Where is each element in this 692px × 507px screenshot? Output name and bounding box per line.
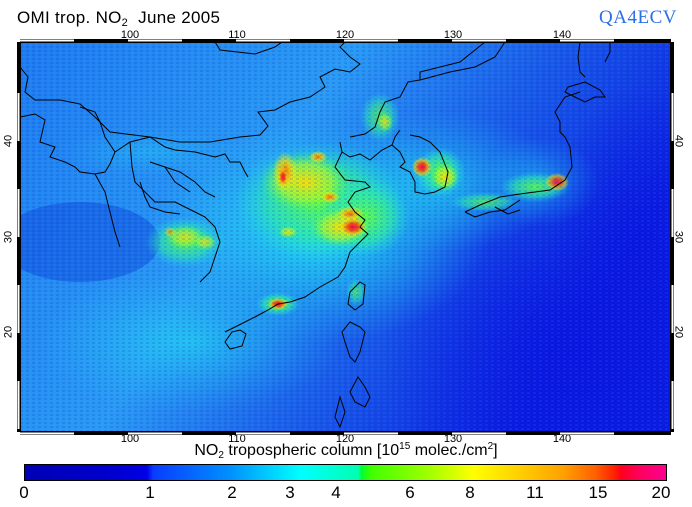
lon-tick-top: 130 <box>443 29 463 41</box>
colorbar-tick: 0 <box>19 483 29 502</box>
colorbar <box>24 464 667 481</box>
colorbar-label: NO2 tropospheric column [1015 molec./cm2… <box>194 441 498 461</box>
lat-tick-left: 20 <box>2 325 15 339</box>
colorbar-tick: 6 <box>405 483 415 502</box>
lat-tick-right: 20 <box>672 325 685 339</box>
colorbar-tick: 1 <box>145 483 155 502</box>
lat-tick-right: 30 <box>672 230 685 244</box>
lon-tick-top: 100 <box>120 29 140 41</box>
colorbar-tick: 4 <box>331 483 341 502</box>
lon-tick-bottom: 110 <box>228 433 246 445</box>
colorbar-tick: 3 <box>285 483 295 502</box>
brand-logo: QA4ECV <box>599 7 677 28</box>
lon-tick-bottom: 100 <box>120 433 140 445</box>
lon-tick-top: 120 <box>335 29 355 41</box>
lat-tick-right: 40 <box>672 134 685 148</box>
colorbar-tick: 20 <box>651 483 671 502</box>
map-frame <box>17 39 674 435</box>
lat-tick-left: 30 <box>2 230 15 244</box>
lon-tick-bottom: 140 <box>552 433 572 445</box>
lon-tick-top: 110 <box>228 29 246 41</box>
colorbar-tick: 2 <box>227 483 237 502</box>
colorbar-tick: 15 <box>588 483 608 502</box>
lon-tick-bottom: 130 <box>443 433 463 445</box>
no2-map[interactable] <box>20 42 671 432</box>
map-title: OMI trop. NO2 June 2005 <box>17 8 221 29</box>
lon-tick-top: 140 <box>552 29 572 41</box>
lon-tick-bottom: 120 <box>335 433 355 445</box>
colorbar-tick: 8 <box>465 483 475 502</box>
colorbar-tick: 11 <box>526 483 544 502</box>
lat-tick-left: 40 <box>2 134 15 148</box>
